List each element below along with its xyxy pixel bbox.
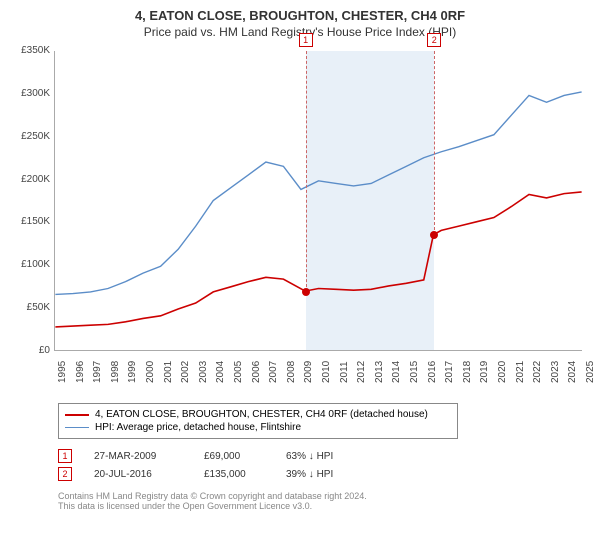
x-tick-label: 2000	[145, 361, 156, 383]
y-tick-label: £250K	[14, 131, 50, 142]
x-tick-label: 2007	[268, 361, 279, 383]
marker-dot	[430, 231, 438, 239]
footer-line-1: Contains HM Land Registry data © Crown c…	[58, 491, 586, 501]
legend-label: HPI: Average price, detached house, Flin…	[95, 422, 301, 433]
legend-row: HPI: Average price, detached house, Flin…	[65, 421, 451, 434]
event-marker-num: 1	[58, 449, 72, 463]
legend: 4, EATON CLOSE, BROUGHTON, CHESTER, CH4 …	[58, 403, 458, 439]
event-price: £69,000	[204, 451, 264, 462]
x-tick-label: 2019	[479, 361, 490, 383]
series-hpi	[55, 92, 581, 295]
legend-row: 4, EATON CLOSE, BROUGHTON, CHESTER, CH4 …	[65, 408, 451, 421]
x-tick-label: 2002	[180, 361, 191, 383]
x-tick-label: 2009	[303, 361, 314, 383]
x-tick-label: 2005	[233, 361, 244, 383]
event-delta: 39% ↓ HPI	[286, 469, 333, 480]
x-tick-label: 1998	[110, 361, 121, 383]
marker-label: 1	[299, 33, 313, 47]
chart-title: 4, EATON CLOSE, BROUGHTON, CHESTER, CH4 …	[14, 8, 586, 23]
x-tick-label: 2015	[409, 361, 420, 383]
event-row: 1 27-MAR-2009 £69,000 63% ↓ HPI	[58, 447, 586, 465]
plot-area: 12	[54, 51, 582, 351]
x-tick-label: 2023	[550, 361, 561, 383]
x-tick-label: 2001	[163, 361, 174, 383]
footer-line-2: This data is licensed under the Open Gov…	[58, 501, 586, 511]
x-tick-label: 2004	[215, 361, 226, 383]
legend-swatch	[65, 414, 89, 416]
x-tick-label: 2020	[497, 361, 508, 383]
event-price: £135,000	[204, 469, 264, 480]
x-tick-label: 2014	[391, 361, 402, 383]
marker-line	[306, 51, 307, 292]
marker-label: 2	[427, 33, 441, 47]
event-date: 27-MAR-2009	[94, 451, 182, 462]
x-tick-label: 1999	[127, 361, 138, 383]
x-tick-label: 1995	[57, 361, 68, 383]
chart-lines	[55, 51, 582, 350]
x-tick-label: 2025	[585, 361, 596, 383]
marker-line	[434, 51, 435, 235]
legend-label: 4, EATON CLOSE, BROUGHTON, CHESTER, CH4 …	[95, 409, 428, 420]
event-marker-num: 2	[58, 467, 72, 481]
marker-dot	[302, 288, 310, 296]
y-tick-label: £200K	[14, 174, 50, 185]
y-tick-label: £350K	[14, 45, 50, 56]
x-tick-label: 2010	[321, 361, 332, 383]
events-table: 1 27-MAR-2009 £69,000 63% ↓ HPI 2 20-JUL-2016…	[58, 447, 586, 483]
legend-swatch	[65, 427, 89, 428]
series-price_paid	[55, 192, 581, 327]
x-tick-label: 2012	[356, 361, 367, 383]
x-tick-label: 2003	[198, 361, 209, 383]
x-tick-label: 1997	[92, 361, 103, 383]
x-tick-label: 2011	[339, 361, 350, 383]
y-tick-label: £0	[14, 345, 50, 356]
chart-area: 12 £0£50K£100K£150K£200K£250K£300K£350K …	[14, 47, 586, 397]
x-tick-label: 2016	[427, 361, 438, 383]
y-tick-label: £100K	[14, 259, 50, 270]
event-date: 20-JUL-2016	[94, 469, 182, 480]
x-tick-label: 2008	[286, 361, 297, 383]
x-tick-label: 1996	[75, 361, 86, 383]
footer-attribution: Contains HM Land Registry data © Crown c…	[58, 491, 586, 511]
x-tick-label: 2022	[532, 361, 543, 383]
x-tick-label: 2018	[462, 361, 473, 383]
y-tick-label: £50K	[14, 302, 50, 313]
x-tick-label: 2017	[444, 361, 455, 383]
event-row: 2 20-JUL-2016 £135,000 39% ↓ HPI	[58, 465, 586, 483]
x-tick-label: 2021	[515, 361, 526, 383]
y-tick-label: £150K	[14, 216, 50, 227]
x-tick-label: 2024	[567, 361, 578, 383]
x-tick-label: 2013	[374, 361, 385, 383]
x-tick-label: 2006	[251, 361, 262, 383]
y-tick-label: £300K	[14, 88, 50, 99]
event-delta: 63% ↓ HPI	[286, 451, 333, 462]
